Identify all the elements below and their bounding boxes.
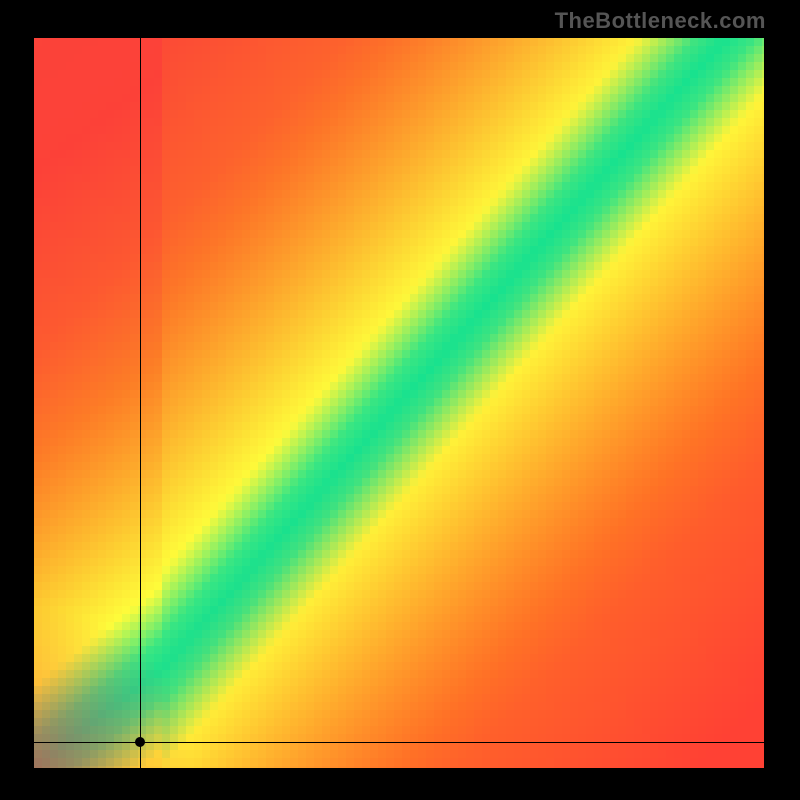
heatmap-canvas [34, 38, 764, 768]
watermark-text: TheBottleneck.com [555, 8, 766, 34]
crosshair-vertical [140, 38, 141, 768]
bottleneck-heatmap [34, 38, 764, 768]
